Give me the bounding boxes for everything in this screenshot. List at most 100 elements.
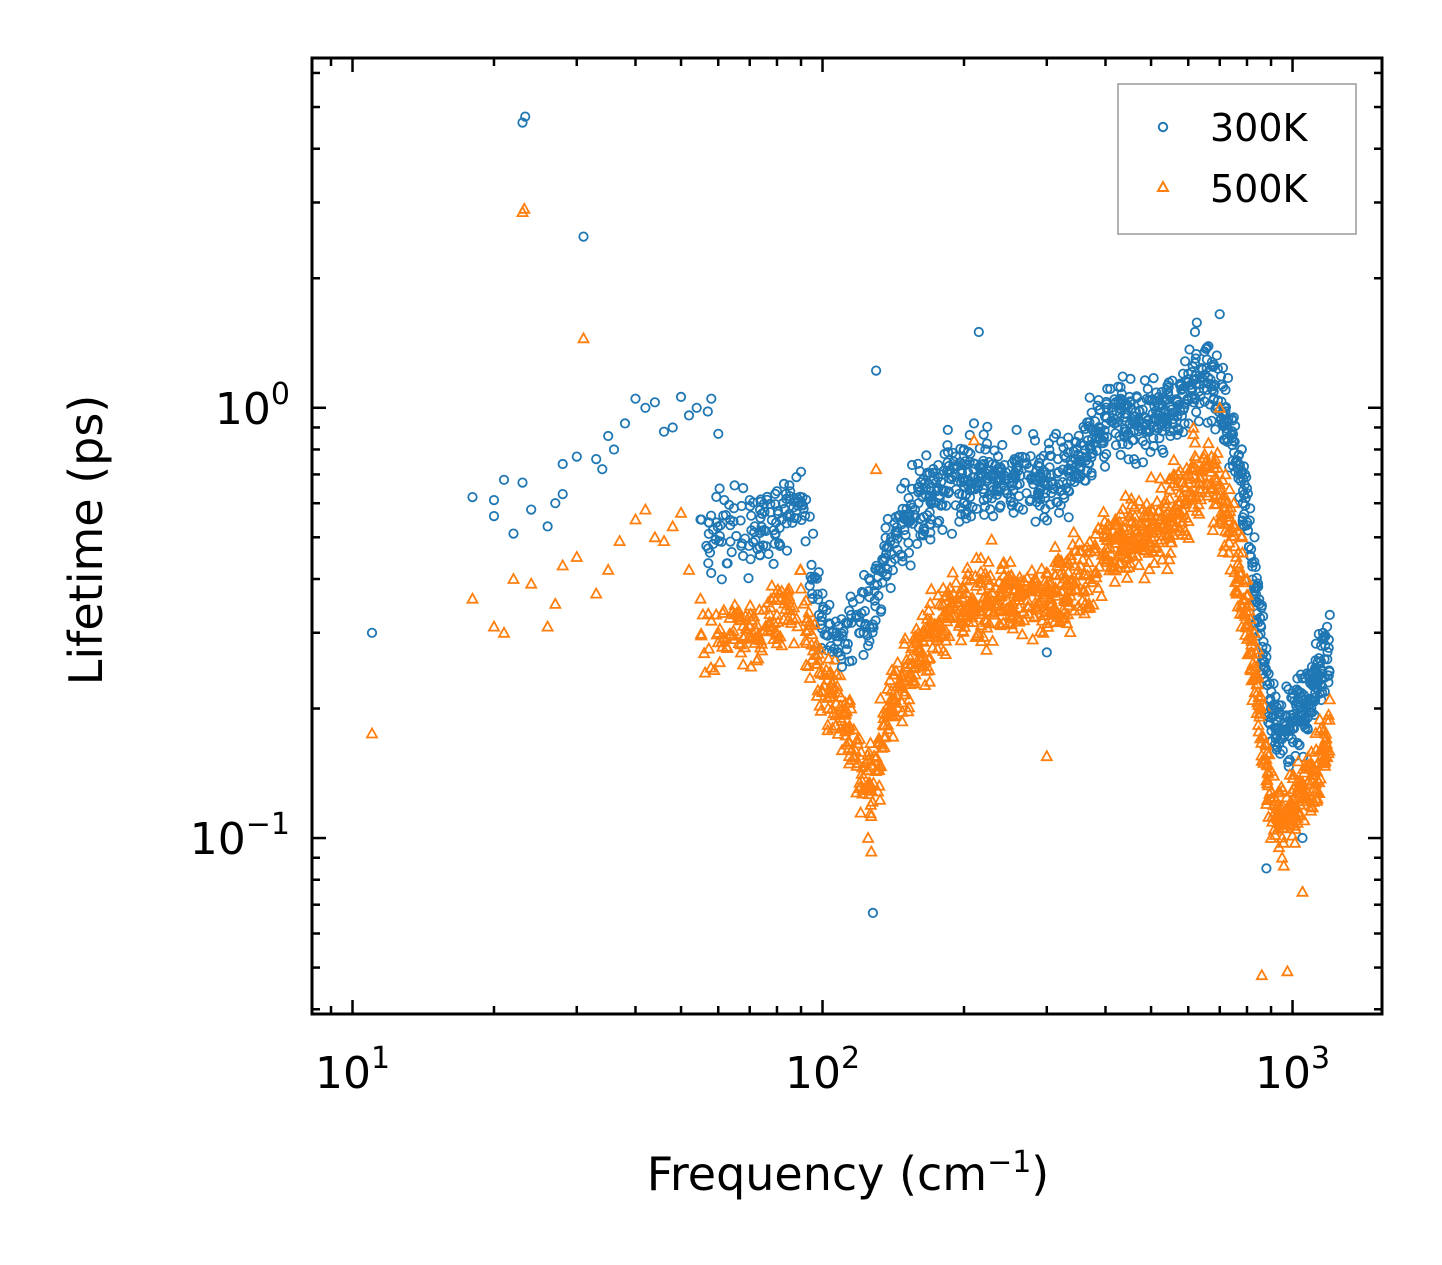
point-300k-band — [704, 547, 716, 558]
point-500k-band — [1265, 814, 1279, 827]
point-300k-band — [1137, 457, 1149, 468]
point-300k-band — [981, 438, 993, 449]
point-300k — [640, 402, 651, 413]
point-300k-band — [957, 473, 969, 484]
point-500k-band — [799, 636, 814, 648]
point-300k — [862, 640, 874, 651]
point-300k-band — [928, 463, 939, 475]
point-500k-band — [898, 684, 912, 697]
point-500k-band — [847, 750, 861, 763]
point-300k — [833, 647, 844, 658]
point-500k-band — [1075, 593, 1089, 606]
point-300k — [1073, 449, 1084, 460]
point-500k-band — [1017, 574, 1031, 586]
point-500k-band — [1154, 481, 1168, 493]
point-500k-band — [781, 583, 795, 596]
point-300k-band — [1235, 475, 1246, 486]
point-500k-band — [694, 626, 708, 639]
point-500k-band — [1178, 496, 1193, 509]
point-500k-band — [1147, 556, 1161, 568]
point-300k-band — [1175, 378, 1187, 389]
point-500k-band — [1213, 515, 1227, 528]
point-500k-band — [1160, 562, 1174, 575]
point-300k — [795, 466, 807, 477]
point-300k — [1316, 640, 1327, 651]
point-500k-band — [1272, 840, 1286, 853]
point-300k — [845, 609, 857, 621]
point-500k — [794, 581, 808, 594]
point-500k — [517, 201, 531, 214]
point-500k — [1280, 964, 1294, 977]
point-300k-band — [1011, 455, 1023, 466]
point-300k-band — [1083, 458, 1094, 469]
point-300k-band — [743, 540, 755, 552]
point-500k-band — [1186, 427, 1200, 440]
point-500k-band — [881, 718, 895, 730]
point-300k-band — [1133, 426, 1144, 437]
point-300k — [1183, 368, 1194, 379]
point-500k-band — [1040, 616, 1054, 629]
point-500k-band — [717, 603, 731, 616]
point-500k-band — [1082, 600, 1096, 612]
point-300k — [667, 422, 678, 433]
point-500k-band — [873, 792, 887, 805]
point-500k-band — [1252, 690, 1266, 702]
point-500k — [648, 530, 662, 543]
point-300k-band — [743, 573, 754, 584]
point-300k-band — [1206, 415, 1217, 426]
point-500k-band — [1091, 581, 1105, 593]
point-500k-band — [897, 687, 911, 700]
point-300k-band — [1063, 512, 1074, 523]
point-500k-band — [939, 611, 953, 623]
point-500k — [1240, 572, 1254, 584]
point-500k — [743, 619, 757, 632]
point-500k-band — [1291, 785, 1305, 798]
point-500k — [1252, 701, 1266, 714]
point-500k-band — [713, 655, 727, 668]
point-300k-band — [715, 520, 726, 531]
point-300k — [488, 494, 500, 506]
point-300k-band — [869, 580, 880, 591]
point-300k-band — [731, 530, 742, 542]
point-500k-band — [1119, 561, 1133, 573]
point-300k — [702, 406, 713, 417]
point-500k-band — [1064, 552, 1079, 565]
point-300k-band — [842, 638, 853, 650]
x-axis-label: Frequency (cm−1) — [647, 1145, 1050, 1201]
point-500k-band — [802, 605, 816, 618]
point-500k-band — [1246, 656, 1260, 669]
point-300k-band — [1094, 433, 1105, 444]
point-500k-band — [865, 794, 879, 807]
point-500k-band — [1153, 471, 1167, 484]
point-300k-band — [1124, 418, 1135, 429]
point-500k-band — [1060, 588, 1074, 601]
point-300k-band — [1045, 469, 1056, 480]
point-500k-band — [1318, 759, 1332, 771]
point-500k-band — [1108, 574, 1122, 587]
point-300k-band — [917, 474, 929, 485]
point-500k — [1188, 435, 1202, 448]
point-300k-band — [858, 649, 869, 661]
tick-labels: 101 102 103 10−1 100 — [190, 377, 1330, 1099]
point-500k-band — [1130, 525, 1144, 537]
point-500k-band — [1235, 597, 1249, 610]
point-500k-band — [833, 668, 847, 681]
point-500k — [1174, 490, 1188, 503]
point-300k — [366, 627, 378, 638]
point-300k — [784, 480, 795, 491]
point-300k-band — [1199, 369, 1210, 380]
point-500k-band — [1108, 535, 1122, 548]
point-500k — [864, 844, 878, 857]
point-300k-band — [1141, 393, 1152, 405]
point-500k — [682, 563, 696, 575]
point-500k-band — [1181, 475, 1195, 488]
point-500k-band — [813, 642, 828, 655]
point-500k-band — [702, 641, 716, 654]
point-300k — [1228, 412, 1239, 423]
point-300k-band — [1058, 442, 1069, 453]
point-500k-band — [891, 655, 905, 668]
point-300k-band — [1178, 404, 1189, 416]
point-300k-band — [1131, 391, 1142, 402]
point-300k-band — [906, 499, 917, 510]
point-500k-band — [1036, 626, 1050, 638]
